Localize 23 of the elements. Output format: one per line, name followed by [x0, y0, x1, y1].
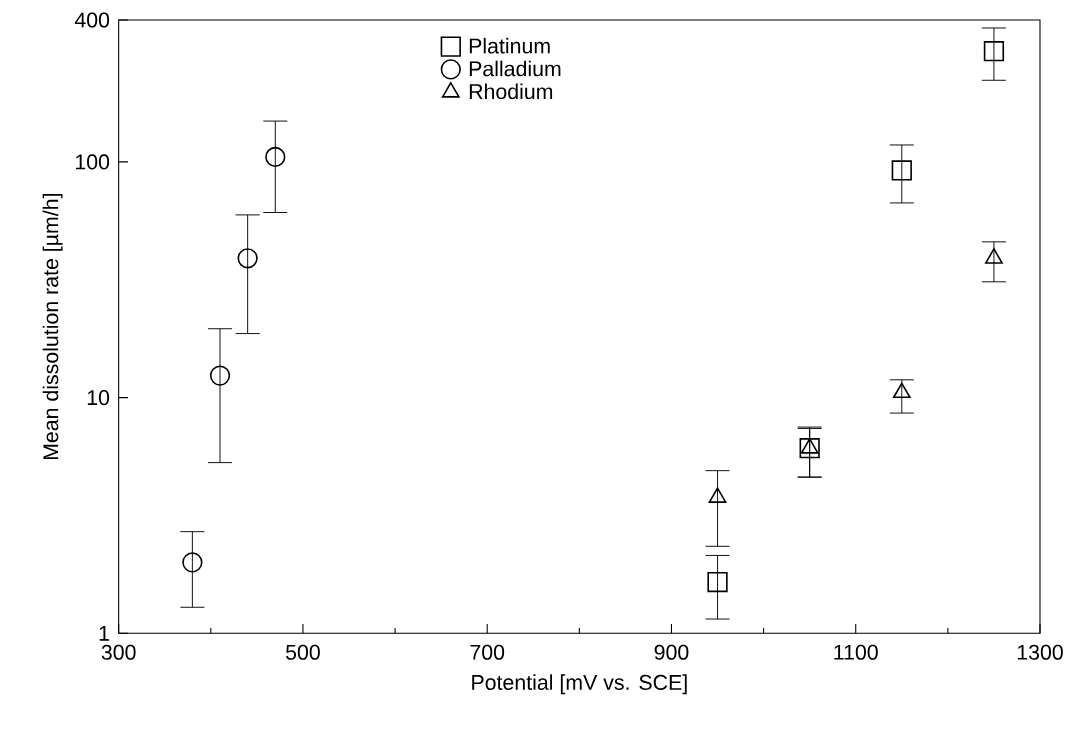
x-tick-label: 500 [285, 644, 320, 660]
y-tick-label: 1 [99, 625, 109, 641]
point [983, 40, 1005, 62]
point [182, 552, 203, 573]
x-tick-label: 1300 [1017, 644, 1063, 660]
legend-label: Platinum [469, 37, 550, 54]
point [209, 365, 231, 386]
point [799, 437, 820, 459]
y-axis-title: Mean dissolution rate [µm/h] [42, 193, 63, 459]
x-tick-label: 900 [654, 644, 689, 660]
point [891, 160, 912, 181]
point [707, 571, 728, 593]
point [265, 146, 286, 167]
y-tick-label: 400 [74, 12, 110, 28]
legend-label: Rhodium [469, 83, 553, 99]
point [237, 248, 258, 269]
x-tick-label: 700 [470, 644, 505, 660]
legend-label: Palladium [469, 60, 561, 77]
y-tick-label: 10 [87, 389, 110, 406]
x-tick-label: 300 [101, 644, 136, 660]
y-tick-label: 100 [75, 154, 110, 170]
x-axis-title: Potential [mV vs. SCE] [472, 674, 687, 695]
x-tick-label: 1100 [834, 644, 878, 660]
